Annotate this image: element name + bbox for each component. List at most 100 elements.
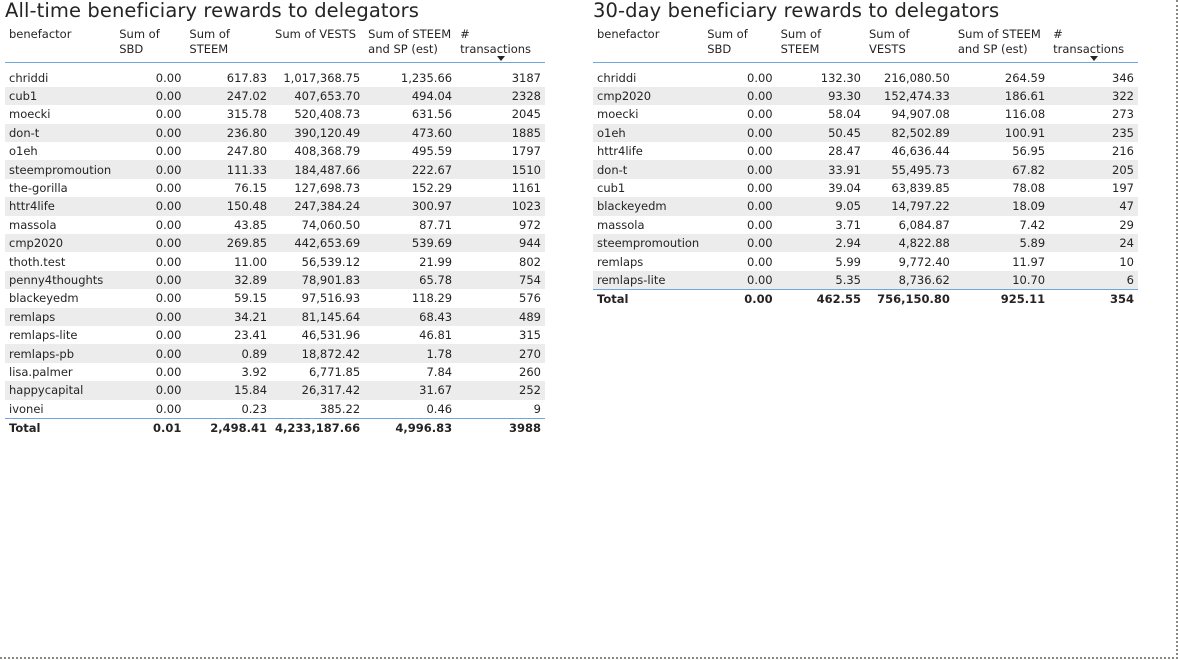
benefactor-cell: thoth.test (5, 252, 116, 271)
value-cell: 346 (1049, 68, 1138, 87)
header-spacer-row (5, 62, 545, 69)
table-row[interactable]: steempromoution 0.00 111.33 184,487.66 222.6… (5, 160, 545, 179)
table-row[interactable]: massola 0.00 3.71 6,084.87 7.42 29 (593, 215, 1138, 235)
benefactor-cell: steempromoution (593, 234, 704, 253)
table-row[interactable]: httr4life 0.00 150.48 247,384.24 300.97 1023 (5, 197, 545, 216)
sort-descending-icon[interactable] (1089, 55, 1098, 61)
value-cell: 270 (456, 344, 545, 363)
column-header-benefactor[interactable]: benefactor (5, 22, 116, 63)
table-row[interactable]: chriddi 0.00 617.83 1,017,368.75 1,235.66 318… (5, 68, 545, 87)
value-cell: 315.78 (185, 105, 272, 124)
column-header-benefactor[interactable]: benefactor (593, 22, 704, 63)
value-cell: 59.15 (185, 289, 272, 308)
value-cell: 34.21 (185, 307, 272, 326)
value-cell: 0.00 (115, 270, 186, 290)
table-row[interactable]: blackeyedm 0.00 59.15 97,516.93 118.29 576 (5, 289, 545, 308)
table-row[interactable]: steempromoution 0.00 2.94 4,822.88 5.89 24 (593, 234, 1138, 253)
value-cell: 43.85 (185, 215, 272, 235)
spacer-cell (5, 62, 116, 69)
value-cell: 0.00 (115, 178, 186, 198)
table-row[interactable]: remlaps-lite 0.00 5.35 8,736.62 10.70 6 (593, 270, 1138, 290)
value-cell: 235 (1049, 123, 1138, 143)
table-row[interactable]: don-t 0.00 33.91 55,495.73 67.82 205 (593, 160, 1138, 179)
value-cell: 3.71 (776, 215, 865, 235)
table-row[interactable]: remlaps-pb 0.00 0.89 18,872.42 1.78 270 (5, 344, 545, 363)
benefactor-cell: don-t (593, 160, 704, 179)
spacer-cell (703, 62, 777, 69)
value-cell: 197 (1049, 178, 1138, 198)
table-row[interactable]: don-t 0.00 236.80 390,120.49 473.60 1885 (5, 123, 545, 143)
table-row[interactable]: ivonei 0.00 0.23 385.22 0.46 9 (5, 399, 545, 419)
column-header-sum-sbd[interactable]: Sum of SBD (115, 22, 186, 63)
value-cell: 31.67 (364, 381, 457, 400)
value-cell: 0.00 (115, 215, 186, 235)
sort-descending-icon[interactable] (496, 55, 505, 61)
column-header-sum-vests[interactable]: Sum of VESTS (271, 22, 365, 63)
table-row[interactable]: remlaps 0.00 5.99 9,772.40 11.97 10 (593, 252, 1138, 271)
value-cell: 495.59 (364, 142, 457, 161)
value-cell: 152,474.33 (865, 86, 954, 106)
column-header-sum-steem[interactable]: Sum of STEEM (185, 22, 272, 63)
column-header-sum-steem-sp[interactable]: Sum of STEEM and SP (est) (364, 22, 457, 63)
table-row[interactable]: remlaps 0.00 34.21 81,145.64 68.43 489 (5, 307, 545, 326)
value-cell: 67.82 (953, 160, 1050, 179)
table-row[interactable]: cub1 0.00 247.02 407,653.70 494.04 2328 (5, 86, 545, 106)
value-cell: 2328 (456, 86, 545, 106)
benefactor-cell: ivonei (5, 399, 116, 419)
value-cell: 1,017,368.75 (271, 68, 365, 87)
table-row[interactable]: happycapital 0.00 15.84 26,317.42 31.67 252 (5, 381, 545, 400)
table-row[interactable]: httr4life 0.00 28.47 46,636.44 56.95 216 (593, 142, 1138, 161)
visual-title: All-time beneficiary rewards to delegato… (5, 0, 420, 22)
column-header-transactions[interactable]: # transactions (1049, 22, 1138, 63)
value-cell: 9,772.40 (865, 252, 954, 271)
value-cell: 132.30 (776, 68, 865, 87)
table-row[interactable]: lisa.palmer 0.00 3.92 6,771.85 7.84 260 (5, 362, 545, 382)
value-cell: 222.67 (364, 160, 457, 179)
value-cell: 247.80 (185, 142, 272, 161)
benefactor-cell: chriddi (593, 68, 704, 87)
table-row[interactable]: chriddi 0.00 132.30 216,080.50 264.59 346 (593, 68, 1138, 87)
benefactor-cell: remlaps-lite (593, 270, 704, 290)
value-cell: 0.00 (115, 344, 186, 363)
value-cell: 0.00 (115, 289, 186, 308)
table-row[interactable]: remlaps-lite 0.00 23.41 46,531.96 46.81 315 (5, 325, 545, 345)
value-cell: 7.42 (953, 215, 1050, 235)
benefactor-cell: cmp2020 (5, 234, 116, 253)
table-row[interactable]: cmp2020 0.00 93.30 152,474.33 186.61 322 (593, 86, 1138, 106)
table-row[interactable]: moecki 0.00 315.78 520,408.73 631.56 2045 (5, 105, 545, 124)
value-cell: 55,495.73 (865, 160, 954, 179)
value-cell: 81,145.64 (271, 307, 365, 326)
table-row[interactable]: moecki 0.00 58.04 94,907.08 116.08 273 (593, 105, 1138, 124)
value-cell: 0.00 (703, 252, 777, 271)
table-row[interactable]: cmp2020 0.00 269.85 442,653.69 539.69 944 (5, 234, 545, 253)
table-row[interactable]: penny4thoughts 0.00 32.89 78,901.83 65.78 754 (5, 270, 545, 290)
all-time-rewards-table[interactable]: benefactor Sum of SBD Sum of STEEM Sum o… (5, 22, 545, 437)
value-cell: 0.00 (115, 234, 186, 253)
value-cell: 56,539.12 (271, 252, 365, 271)
value-cell: 26,317.42 (271, 381, 365, 400)
column-header-sum-vests[interactable]: Sum of VESTS (865, 22, 954, 63)
total-label: Total (5, 417, 116, 437)
column-header-sum-steem[interactable]: Sum of STEEM (776, 22, 865, 63)
total-cell: 4,233,187.66 (271, 417, 365, 437)
value-cell: 247.02 (185, 86, 272, 106)
table-row[interactable]: o1eh 0.00 50.45 82,502.89 100.91 235 (593, 123, 1138, 143)
table-row[interactable]: blackeyedm 0.00 9.05 14,797.22 18.09 47 (593, 197, 1138, 216)
table-row[interactable]: cub1 0.00 39.04 63,839.85 78.08 197 (593, 178, 1138, 198)
value-cell: 1,235.66 (364, 68, 457, 87)
column-header-transactions[interactable]: # transactions (456, 22, 545, 63)
table-row[interactable]: massola 0.00 43.85 74,060.50 87.71 972 (5, 215, 545, 235)
all-time-rewards-table-visual[interactable]: All-time beneficiary rewards to delegato… (5, 0, 545, 437)
column-header-sum-sbd[interactable]: Sum of SBD (703, 22, 777, 63)
value-cell: 46,636.44 (865, 142, 954, 161)
thirty-day-rewards-table-visual[interactable]: 30-day beneficiary rewards to delegators… (593, 0, 1138, 309)
table-row[interactable]: o1eh 0.00 247.80 408,368.79 495.59 1797 (5, 142, 545, 161)
value-cell: 5.89 (953, 234, 1050, 253)
value-cell: 93.30 (776, 86, 865, 106)
value-cell: 33.91 (776, 160, 865, 179)
table-row[interactable]: thoth.test 0.00 11.00 56,539.12 21.99 802 (5, 252, 545, 271)
table-row[interactable]: the-gorilla 0.00 76.15 127,698.73 152.29 1161 (5, 178, 545, 198)
column-header-sum-steem-sp[interactable]: Sum of STEEM and SP (est) (953, 22, 1050, 63)
thirty-day-rewards-table[interactable]: benefactor Sum of SBD Sum of STEEM Sum o… (593, 22, 1138, 309)
benefactor-cell: remlaps (593, 252, 704, 271)
